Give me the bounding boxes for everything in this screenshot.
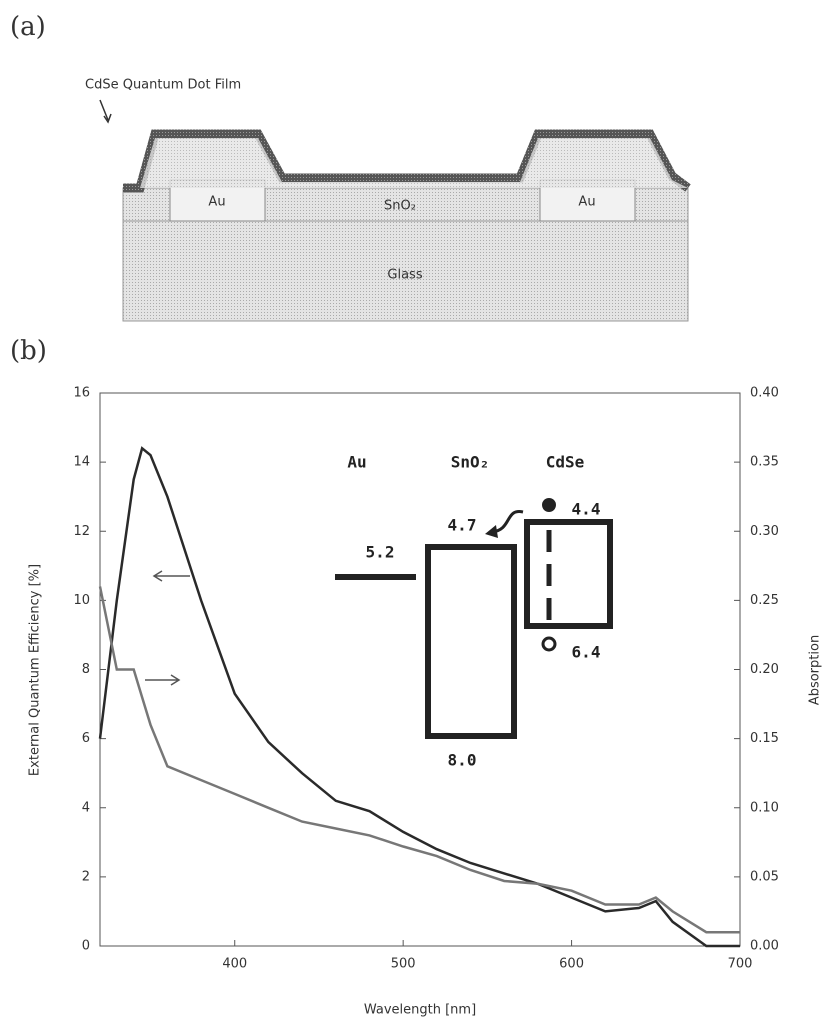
hole [541, 636, 557, 652]
energy-label: 8.0 [448, 751, 477, 770]
energy-label: 4.7 [448, 516, 477, 535]
panel-label: (b) [10, 336, 47, 366]
x-axis-label: Wavelength [nm] [364, 1003, 476, 1018]
x-tick-label: 600 [559, 957, 584, 972]
electrode-label: Au [578, 195, 595, 210]
y2-tick-label: 0.10 [750, 800, 779, 815]
layer-label: SnO₂ [384, 199, 416, 214]
y2-tick-label: 0.20 [750, 662, 779, 677]
device-diagram: CdSe Quantum Dot Film Au Au SnO₂ Glass [85, 78, 691, 322]
cdse-band [524, 519, 613, 629]
y-axis-label: External Quantum Efficiency [%] [28, 564, 43, 776]
axis-arrow [145, 674, 181, 686]
film-fill [140, 138, 688, 188]
band-diagram: Au SnO₂ CdSe 5.2 4.7 8.0 4.4 6.4 [335, 453, 613, 770]
electron [542, 498, 556, 512]
y2-axis-label: Absorption [808, 635, 823, 705]
band-header: Au [347, 453, 366, 472]
x-tick-label: 500 [391, 957, 416, 972]
pointer-head [103, 113, 112, 124]
y-tick-label: 4 [82, 800, 90, 815]
data-line [98, 446, 740, 948]
quantum-dot-film [123, 129, 691, 193]
y2-tick-label: 0.25 [750, 593, 779, 608]
y-tick-label: 6 [82, 731, 90, 746]
y-tick-label: 12 [73, 524, 90, 539]
pointer [99, 99, 109, 121]
energy-label: 5.2 [366, 543, 395, 562]
panel-label: (a) [10, 12, 46, 42]
y2-tick-label: 0.40 [750, 386, 779, 401]
band-header: SnO₂ [451, 453, 490, 472]
plot-frame [99, 392, 741, 947]
y2-tick-label: 0.00 [750, 939, 779, 954]
glass-layer [122, 220, 689, 322]
y2-tick-label: 0.05 [750, 869, 779, 884]
chart: Wavelength [nm] External Quantum Efficie… [28, 386, 823, 1018]
y2-tick-label: 0.35 [750, 455, 779, 470]
y-tick-label: 10 [73, 593, 90, 608]
transfer-arrow [491, 510, 524, 534]
x-tick-label: 400 [222, 957, 247, 972]
band-header: CdSe [546, 453, 585, 472]
film-label: CdSe Quantum Dot Film [85, 78, 241, 93]
x-tick-label: 700 [728, 957, 753, 972]
energy-label: 4.4 [572, 500, 601, 519]
y2-tick-label: 0.30 [750, 524, 779, 539]
data-line [98, 586, 740, 934]
sno2-band [425, 544, 517, 739]
y2-tick-label: 0.15 [750, 731, 779, 746]
energy-label: 6.4 [572, 643, 601, 662]
y-tick-label: 2 [82, 869, 90, 884]
y-tick-label: 14 [73, 455, 90, 470]
electrode-label: Au [208, 195, 225, 210]
substrate-label: Glass [387, 268, 422, 283]
y-tick-label: 0 [82, 939, 90, 954]
y-tick-label: 16 [73, 386, 90, 401]
axis-arrow [152, 570, 190, 582]
y-tick-label: 8 [82, 662, 90, 677]
transfer-arrow-head [485, 525, 498, 538]
